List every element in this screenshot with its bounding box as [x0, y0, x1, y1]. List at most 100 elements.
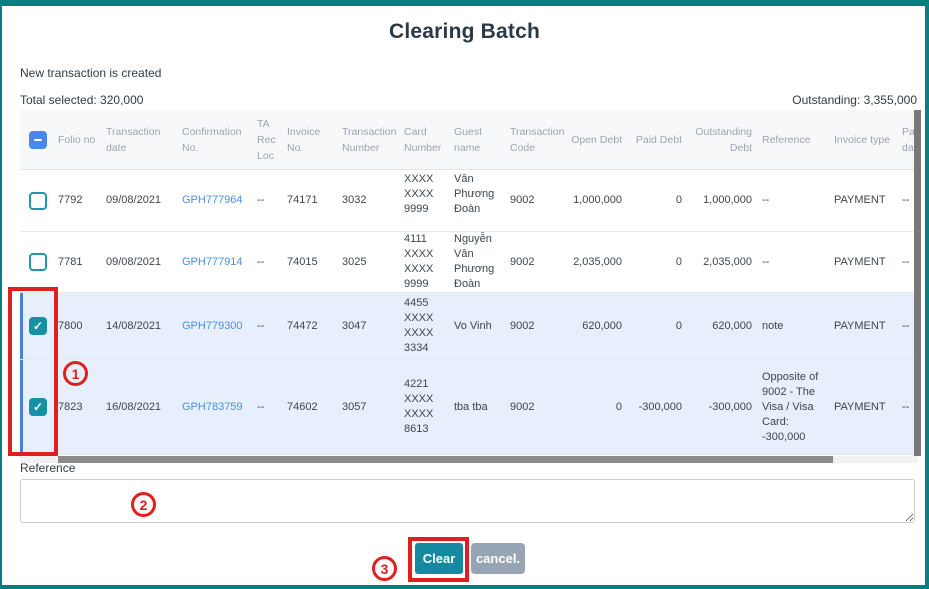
cell-paid-date: -- — [902, 400, 910, 413]
col-guest-name: Guest name — [454, 125, 483, 154]
col-transaction-date: Transaction date — [106, 125, 161, 154]
cell-paid-debt: 0 — [675, 319, 682, 332]
cell-transaction-date: 09/08/2021 — [106, 255, 162, 268]
cell-reference: -- — [762, 255, 770, 268]
col-transaction-number: Transaction Number — [342, 125, 397, 154]
col-folio-no: Folio no — [58, 133, 96, 146]
vertical-scrollbar[interactable] — [914, 110, 921, 456]
annotation-rect-selected-checkboxes — [8, 287, 58, 456]
cell-reference: note — [762, 319, 784, 332]
cell-transaction-number: 3025 — [342, 255, 367, 268]
cell-outstanding-debt: 1,000,000 — [703, 194, 752, 206]
cell-ta-rec-loc: -- — [257, 400, 265, 413]
cell-transaction-number: 3047 — [342, 319, 367, 332]
row-checkbox[interactable] — [29, 398, 47, 416]
reference-input[interactable] — [20, 479, 915, 523]
cell-outstanding-debt: -300,000 — [708, 400, 752, 413]
cell-paid-debt: 0 — [675, 194, 682, 206]
table-row[interactable]: 7823 16/08/2021 GPH783759 -- 74602 3057 … — [20, 360, 918, 455]
reference-label: Reference — [20, 461, 76, 475]
col-paid-debt: Paid Debt — [635, 133, 682, 146]
row-checkbox[interactable] — [29, 317, 47, 335]
cell-card-number: 4111 XXXX XXXX 9999 — [404, 173, 434, 215]
cell-paid-date: -- — [902, 194, 910, 206]
cell-paid-debt: 0 — [675, 255, 682, 268]
table-row[interactable]: 7792 09/08/2021 GPH777964 -- 74171 3032 … — [20, 170, 918, 232]
row-checkbox[interactable] — [29, 191, 47, 210]
col-open-debt: Open Debt — [571, 133, 622, 146]
cell-reference: -- — [762, 194, 770, 206]
cell-invoice-type: PAYMENT — [834, 400, 886, 413]
table-header-row: Folio no Transaction date Confirmation N… — [20, 110, 918, 170]
cell-guest-name: Nguyễn Vân Phương Đoàn — [454, 233, 495, 290]
cell-transaction-code: 9002 — [510, 255, 535, 268]
cell-transaction-code: 9002 — [510, 194, 535, 206]
annotation-rect-clear-button — [408, 537, 469, 582]
cell-transaction-code: 9002 — [510, 400, 535, 413]
dialog-border-bottom — [0, 585, 929, 589]
cell-open-debt: 620,000 — [582, 319, 622, 332]
cell-reference: Opposite of 9002 - The Visa / Visa Card:… — [762, 370, 819, 443]
col-transaction-code: Transaction Code — [510, 125, 565, 154]
cell-invoice-no: 74171 — [287, 194, 318, 206]
cell-card-number: 4221 XXXX XXXX 8613 — [404, 378, 434, 435]
dialog-border-left — [0, 0, 2, 589]
horizontal-scrollbar-thumb[interactable] — [58, 456, 833, 463]
select-all-checkbox[interactable] — [29, 130, 47, 149]
cell-transaction-number: 3057 — [342, 400, 367, 413]
cell-outstanding-debt: 2,035,000 — [703, 255, 752, 268]
confirmation-link[interactable]: GPH777914 — [182, 255, 243, 268]
cell-guest-name: Nguyễn Vân Phương Đoàn — [454, 173, 495, 215]
cell-ta-rec-loc: -- — [257, 255, 265, 268]
confirmation-link[interactable]: GPH779300 — [182, 319, 243, 332]
table-row[interactable]: 7781 09/08/2021 GPH777914 -- 74015 3025 … — [20, 232, 918, 293]
cell-transaction-date: 14/08/2021 — [106, 319, 162, 332]
col-invoice-no: Invoice No. — [287, 125, 321, 154]
cell-transaction-date: 09/08/2021 — [106, 194, 162, 206]
cell-invoice-type: PAYMENT — [834, 319, 886, 332]
cell-open-debt: 0 — [615, 400, 622, 413]
cell-ta-rec-loc: -- — [257, 319, 265, 332]
cell-paid-date: -- — [902, 319, 910, 332]
cell-invoice-type: PAYMENT — [834, 194, 886, 206]
cell-paid-date: -- — [902, 255, 910, 268]
cell-guest-name: tba tba — [454, 400, 488, 413]
dialog-title: Clearing Batch — [389, 20, 540, 43]
clear-button[interactable]: Clear — [415, 543, 463, 574]
col-invoice-type: Invoice type — [834, 133, 891, 146]
cell-outstanding-debt: 620,000 — [712, 319, 752, 332]
cell-transaction-date: 16/08/2021 — [106, 400, 162, 413]
annotation-step-2: 2 — [131, 492, 156, 517]
row-checkbox[interactable] — [29, 253, 47, 271]
cell-invoice-no: 74472 — [287, 319, 318, 332]
cancel-button[interactable]: cancel. — [471, 543, 525, 574]
status-message: New transaction is created — [20, 66, 162, 80]
cell-ta-rec-loc: -- — [257, 194, 265, 206]
cell-invoice-type: PAYMENT — [834, 255, 886, 268]
annotation-step-3: 3 — [372, 556, 397, 581]
cell-invoice-no: 74602 — [287, 400, 318, 413]
col-outstanding-debt: Outstanding Debt — [695, 125, 752, 154]
table-row[interactable]: 7800 14/08/2021 GPH779300 -- 74472 3047 … — [20, 293, 918, 360]
annotation-step-1: 1 — [63, 361, 88, 386]
total-selected-label: Total selected: 320,000 — [20, 93, 144, 107]
col-ta-rec-loc: TA Rec Loc — [257, 117, 276, 162]
cell-invoice-no: 74015 — [287, 255, 318, 268]
cell-card-number: 4455 XXXX XXXX 3334 — [404, 297, 434, 354]
confirmation-link[interactable]: GPH777964 — [182, 194, 243, 206]
dialog-border-right — [925, 0, 929, 589]
horizontal-scrollbar[interactable] — [20, 456, 918, 463]
cell-folio: 7781 — [58, 255, 83, 268]
cell-card-number: 4111 XXXX XXXX 9999 — [404, 233, 434, 290]
confirmation-link[interactable]: GPH783759 — [182, 400, 243, 413]
cell-transaction-code: 9002 — [510, 319, 535, 332]
dialog-border-top — [0, 0, 929, 6]
col-card-number: Card Number — [404, 125, 442, 154]
cell-folio: 7800 — [58, 319, 83, 332]
cell-folio: 7823 — [58, 400, 83, 413]
col-reference: Reference — [762, 133, 811, 146]
cell-open-debt: 1,000,000 — [573, 194, 622, 206]
cell-folio: 7792 — [58, 194, 83, 206]
cell-transaction-number: 3032 — [342, 194, 367, 206]
